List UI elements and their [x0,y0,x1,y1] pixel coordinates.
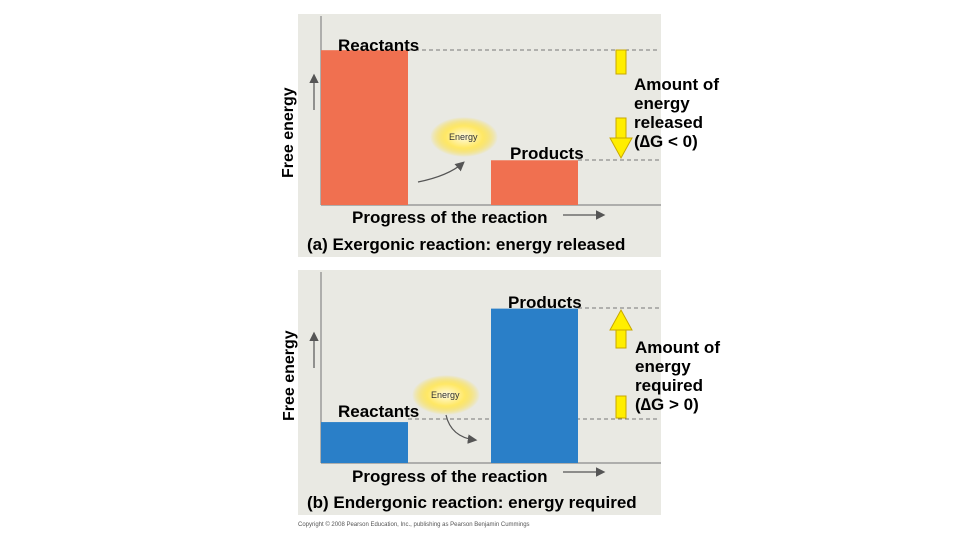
panel-b-products-bar [491,308,578,463]
copyright-notice: Copyright © 2008 Pearson Education, Inc.… [298,521,530,528]
panel-a-caption: (a) Exergonic reaction: energy released [307,235,625,254]
panel-b-energy-required-arrow-icon [609,308,633,419]
panel-b-caption: (b) Endergonic reaction: energy required [307,493,637,512]
panel-b-energy-label: Energy [431,390,460,400]
panel-b-endergonic: Free energy Reactants Products Energy Am… [281,270,725,515]
panel-a-x-axis-label: Progress of the reaction [352,208,548,227]
panel-a-curved-arrow-icon [417,161,465,183]
panel-a-energy-released-arrow-icon [609,49,633,160]
panel-a-amount-label: Amount of energy released (∆G < 0) [634,75,724,151]
panel-b-amount-label: Amount of energy required (∆G > 0) [635,338,725,414]
panel-a-products-bar [491,160,578,205]
panel-b-reactants-bar [321,422,408,463]
panel-b-curved-arrow-icon [445,414,478,444]
panel-b-energy-glow [412,375,480,415]
panel-b-products-label: Products [508,293,582,312]
panel-b-reactants-label: Reactants [338,402,419,421]
panel-a-exergonic: Free energy Reactants Products Energy Am… [280,14,724,257]
panel-a-reactants-label: Reactants [338,36,419,55]
panel-a-reactants-bar [321,50,408,206]
panel-a-energy-glow [430,117,498,157]
panel-a-products-label: Products [510,144,584,163]
panel-a-energy-label: Energy [449,132,478,142]
panel-b-y-axis-label: Free energy [281,330,298,421]
panel-b-x-axis-label: Progress of the reaction [352,467,548,486]
panel-a-y-axis-label: Free energy [280,87,297,178]
